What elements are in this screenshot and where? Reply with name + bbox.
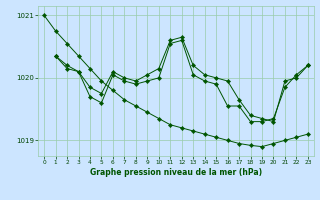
- X-axis label: Graphe pression niveau de la mer (hPa): Graphe pression niveau de la mer (hPa): [90, 168, 262, 177]
